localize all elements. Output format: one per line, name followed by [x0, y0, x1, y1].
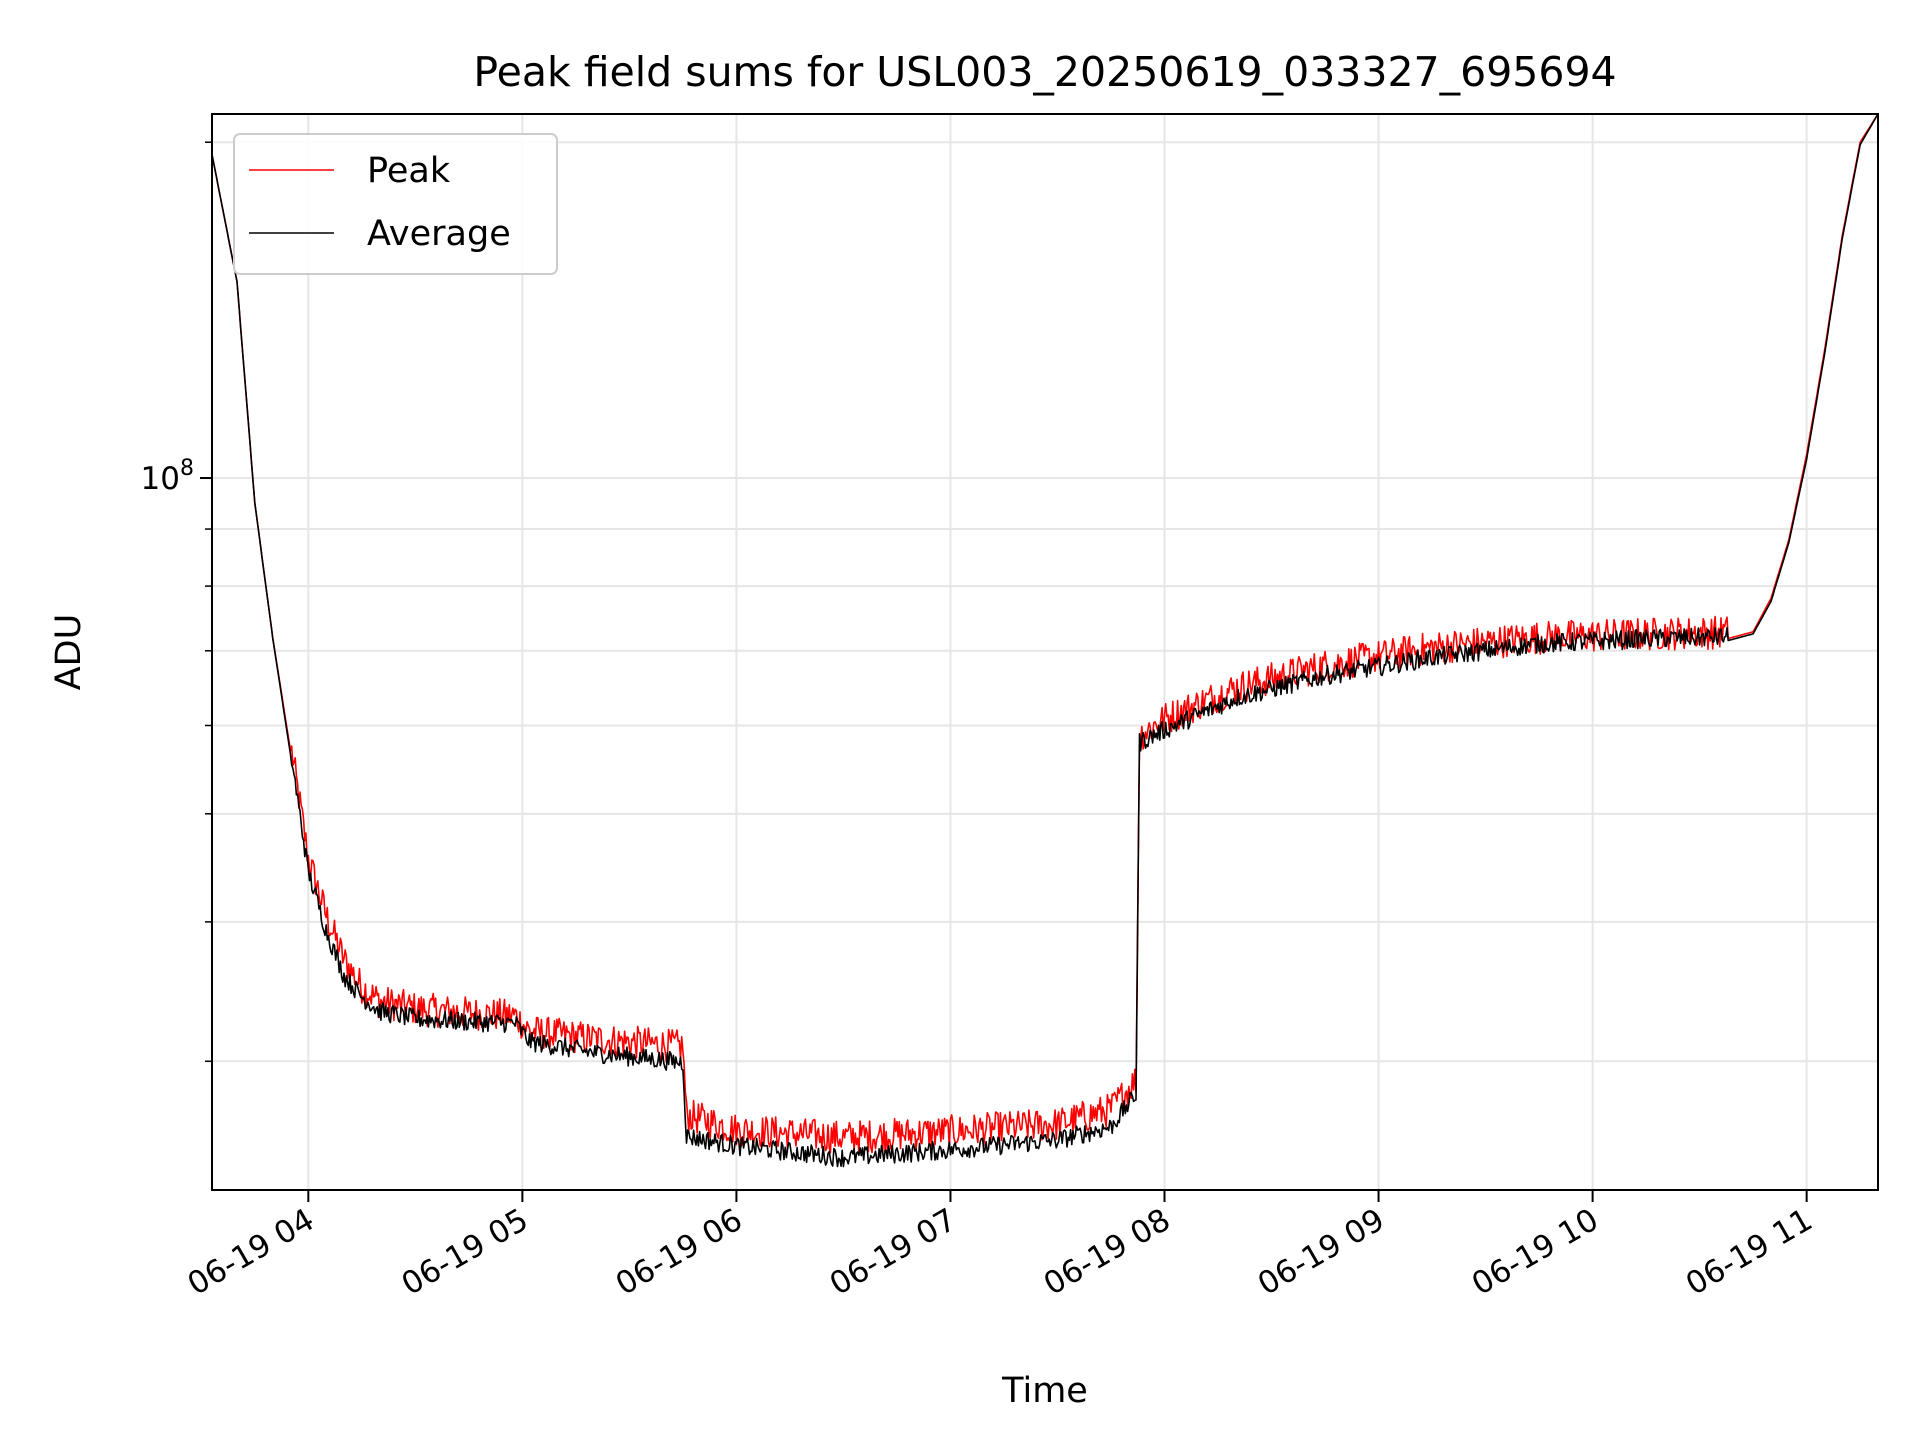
y-tick-base: 10: [141, 461, 180, 497]
legend-box: [233, 133, 558, 275]
legend: Peak Average: [233, 133, 558, 275]
chart-title: Peak field sums for USL003_20250619_0333…: [473, 48, 1616, 96]
y-axis-label: ADU: [49, 614, 89, 691]
series-lines: [211, 113, 1879, 1168]
legend-peak-label: Peak: [367, 151, 451, 191]
plot-frame: [211, 113, 1879, 1191]
grid: [212, 114, 1878, 1190]
series-line-peak: [211, 113, 1879, 1154]
y-tick-label: 108: [141, 456, 194, 497]
x-axis-label: Time: [1001, 1371, 1088, 1411]
y-tick-exponent: 8: [180, 456, 194, 481]
legend-average-label: Average: [367, 214, 511, 254]
y-axis: 108: [141, 141, 212, 1063]
series-line-average: [211, 113, 1879, 1168]
